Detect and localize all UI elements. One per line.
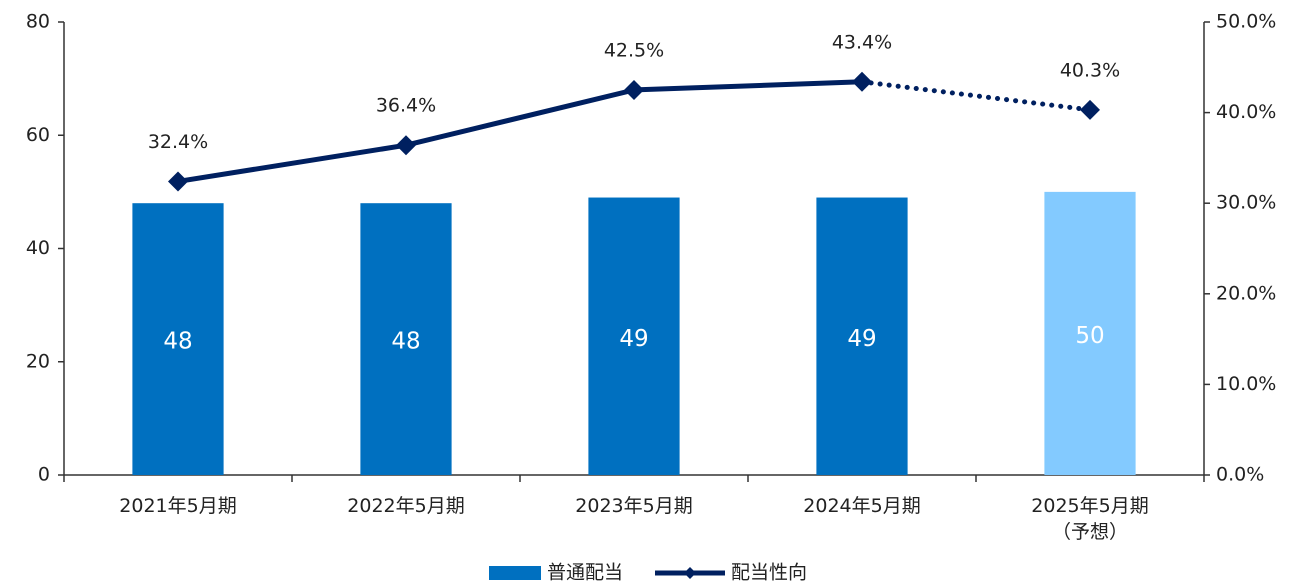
bar-value-label: 50	[1075, 323, 1104, 349]
bar-value-label: 48	[163, 329, 192, 355]
y2-tick-label: 10.0%	[1216, 373, 1276, 395]
line-marker	[852, 71, 872, 92]
line-forecast	[859, 79, 1093, 113]
legend-label: 普通配当	[547, 562, 623, 584]
line	[177, 79, 863, 184]
line-value-label: 43.4%	[832, 31, 892, 53]
bar	[588, 197, 680, 475]
y2-tick-label: 40.0%	[1216, 101, 1276, 123]
y2-tick-label: 30.0%	[1216, 192, 1276, 214]
line-value-label: 32.4%	[148, 131, 208, 153]
line-marker	[1080, 99, 1100, 120]
x-tick-label: 2022年5月期	[347, 495, 465, 517]
bar-value-label: 49	[847, 326, 876, 352]
y-tick-label: 60	[26, 124, 50, 146]
bar	[132, 203, 224, 475]
y2-tick-label: 50.0%	[1216, 11, 1276, 33]
bar	[360, 203, 452, 475]
x-tick-label: 2023年5月期	[575, 495, 693, 517]
y-tick-label: 40	[26, 237, 50, 259]
line-marker	[396, 135, 416, 156]
bar-value-label: 49	[619, 326, 648, 352]
legend-marker	[684, 567, 696, 579]
bar	[816, 197, 908, 475]
line-marker	[624, 79, 644, 100]
legend-label: 配当性向	[731, 562, 807, 584]
x-tick-label: 2024年5月期	[803, 495, 921, 517]
x-tick-label: 2025年5月期 （予想）	[1031, 495, 1149, 543]
line-marker	[168, 171, 188, 192]
legend-swatch	[489, 566, 541, 580]
x-tick-label: 2021年5月期	[119, 495, 237, 517]
y2-tick-label: 0.0%	[1216, 464, 1264, 486]
bar	[1044, 191, 1136, 475]
y-tick-label: 20	[26, 350, 50, 372]
y2-tick-label: 20.0%	[1216, 282, 1276, 304]
y-tick-label: 80	[26, 11, 50, 33]
line-value-label: 42.5%	[604, 39, 664, 61]
line-value-label: 36.4%	[376, 95, 436, 117]
line-value-label: 40.3%	[1060, 59, 1120, 81]
bar-value-label: 48	[391, 329, 420, 355]
y-tick-label: 0	[38, 464, 50, 486]
